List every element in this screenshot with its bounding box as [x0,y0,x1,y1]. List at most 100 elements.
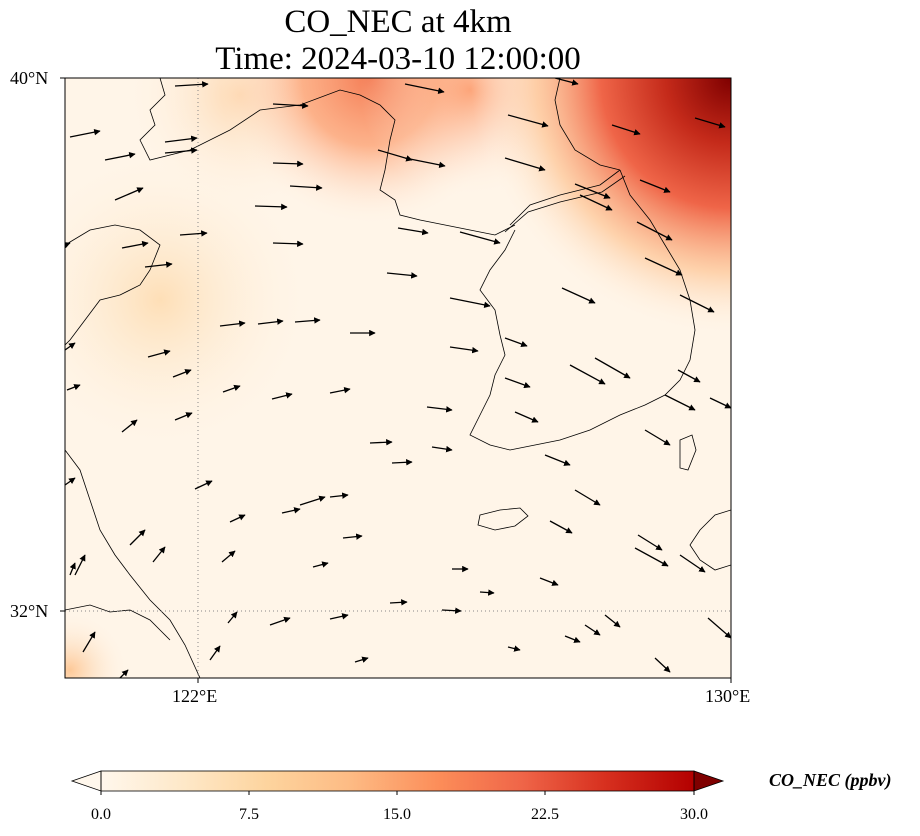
colorbar-tick-4: 30.0 [680,806,708,823]
wind-vector [637,534,663,551]
wind-vector [479,589,495,596]
wind-vector [129,529,146,546]
wind-vector [272,160,304,168]
wind-vector [119,669,129,678]
wind-vector [104,151,136,161]
wind-vector [441,607,462,614]
wind-vector [281,507,301,514]
wind-vector [544,454,571,466]
wind-vector [272,240,304,248]
wind-vector [569,364,606,385]
wind-vector [391,459,413,466]
concentration-field [65,78,731,678]
wind-vector [227,611,238,624]
wind-vector [174,81,209,88]
colorbar [70,770,725,795]
wind-vector [342,533,363,540]
wind-vector [639,179,671,193]
wind-vector [65,342,76,351]
coastline-korea-north [554,78,621,171]
map-frame [64,77,732,679]
wind-vector [82,631,96,653]
wind-vector [679,554,706,573]
lon-label-130E: 130°E [705,686,751,706]
wind-vector [709,397,731,409]
wind-vector [634,547,669,567]
wind-vector [69,128,101,138]
wind-vector [514,411,539,423]
wind-vector [677,369,701,383]
wind-vector [507,114,549,128]
wind-vector [389,599,408,606]
wind-vector [539,577,559,586]
wind-vector [611,124,641,136]
wind-vector [504,157,546,172]
wind-vector [312,561,329,568]
wind-vector [431,445,453,453]
wind-vector [299,495,326,506]
lat-label-32N: 32°N [10,601,49,621]
wind-vector [221,550,236,563]
wind-vector [594,357,631,379]
coastline-korea-west [469,169,696,451]
colorbar-label: CO_NEC (ppbv) [769,770,892,790]
wind-vector [329,613,349,620]
wind-vector [664,394,696,411]
coastline-kyushu [689,509,731,571]
lat-label-40N: 40°N [10,68,49,88]
wind-vector [121,419,138,433]
wind-vector [644,257,683,276]
wind-vector [449,346,479,354]
coastline-north [139,78,516,236]
wind-vector [329,492,349,499]
colorbar-tick-1: 7.5 [239,806,259,823]
wind-vector [694,117,726,129]
wind-vector [426,406,453,413]
wind-vector [147,349,171,358]
wind-vector [254,203,288,211]
wind-vector [229,514,246,523]
wind-vector [579,194,613,211]
wind-vector [644,429,671,446]
wind-vectors [65,78,731,678]
wind-vector [369,439,393,446]
wind-vector [257,318,284,325]
wind-vector [554,78,579,86]
wind-vector [194,480,213,490]
wind-vector [504,377,531,389]
wind-vector [271,392,293,400]
jeju-island [477,507,529,531]
wind-vector [654,657,671,673]
wind-vector [354,656,369,663]
wind-vector [404,83,445,95]
wind-vector [74,554,86,576]
lon-label-122E: 122°E [172,686,218,706]
colorbar-extend-high [693,770,725,792]
coastline-yangtze [65,604,171,641]
wind-vector [507,645,521,652]
wind-vector [459,231,501,245]
wind-vector [707,617,731,639]
wind-vector [549,520,573,534]
border-korea-china-2 [504,175,626,233]
map-title-time: Time: 2024-03-10 12:00:00 [215,41,581,77]
wind-vector [404,157,446,169]
wind-vector [121,240,149,249]
map-title-variable: CO_NEC at 4km [284,4,512,40]
wind-vector [584,624,601,636]
coastline-shandong [65,224,161,346]
wind-vector [269,616,291,626]
colorbar-tick-2: 15.0 [383,806,411,823]
wind-vector [209,645,221,661]
wind-vector [152,546,166,563]
colorbar-tick-3: 22.5 [531,806,559,823]
border-korea-china [509,169,621,226]
wind-vector [397,227,429,236]
wind-vector [69,562,76,576]
wind-vector [679,294,715,313]
wind-vector [172,369,192,378]
wind-vector [574,489,601,506]
wind-vector [504,337,528,348]
wind-vector [164,135,198,143]
